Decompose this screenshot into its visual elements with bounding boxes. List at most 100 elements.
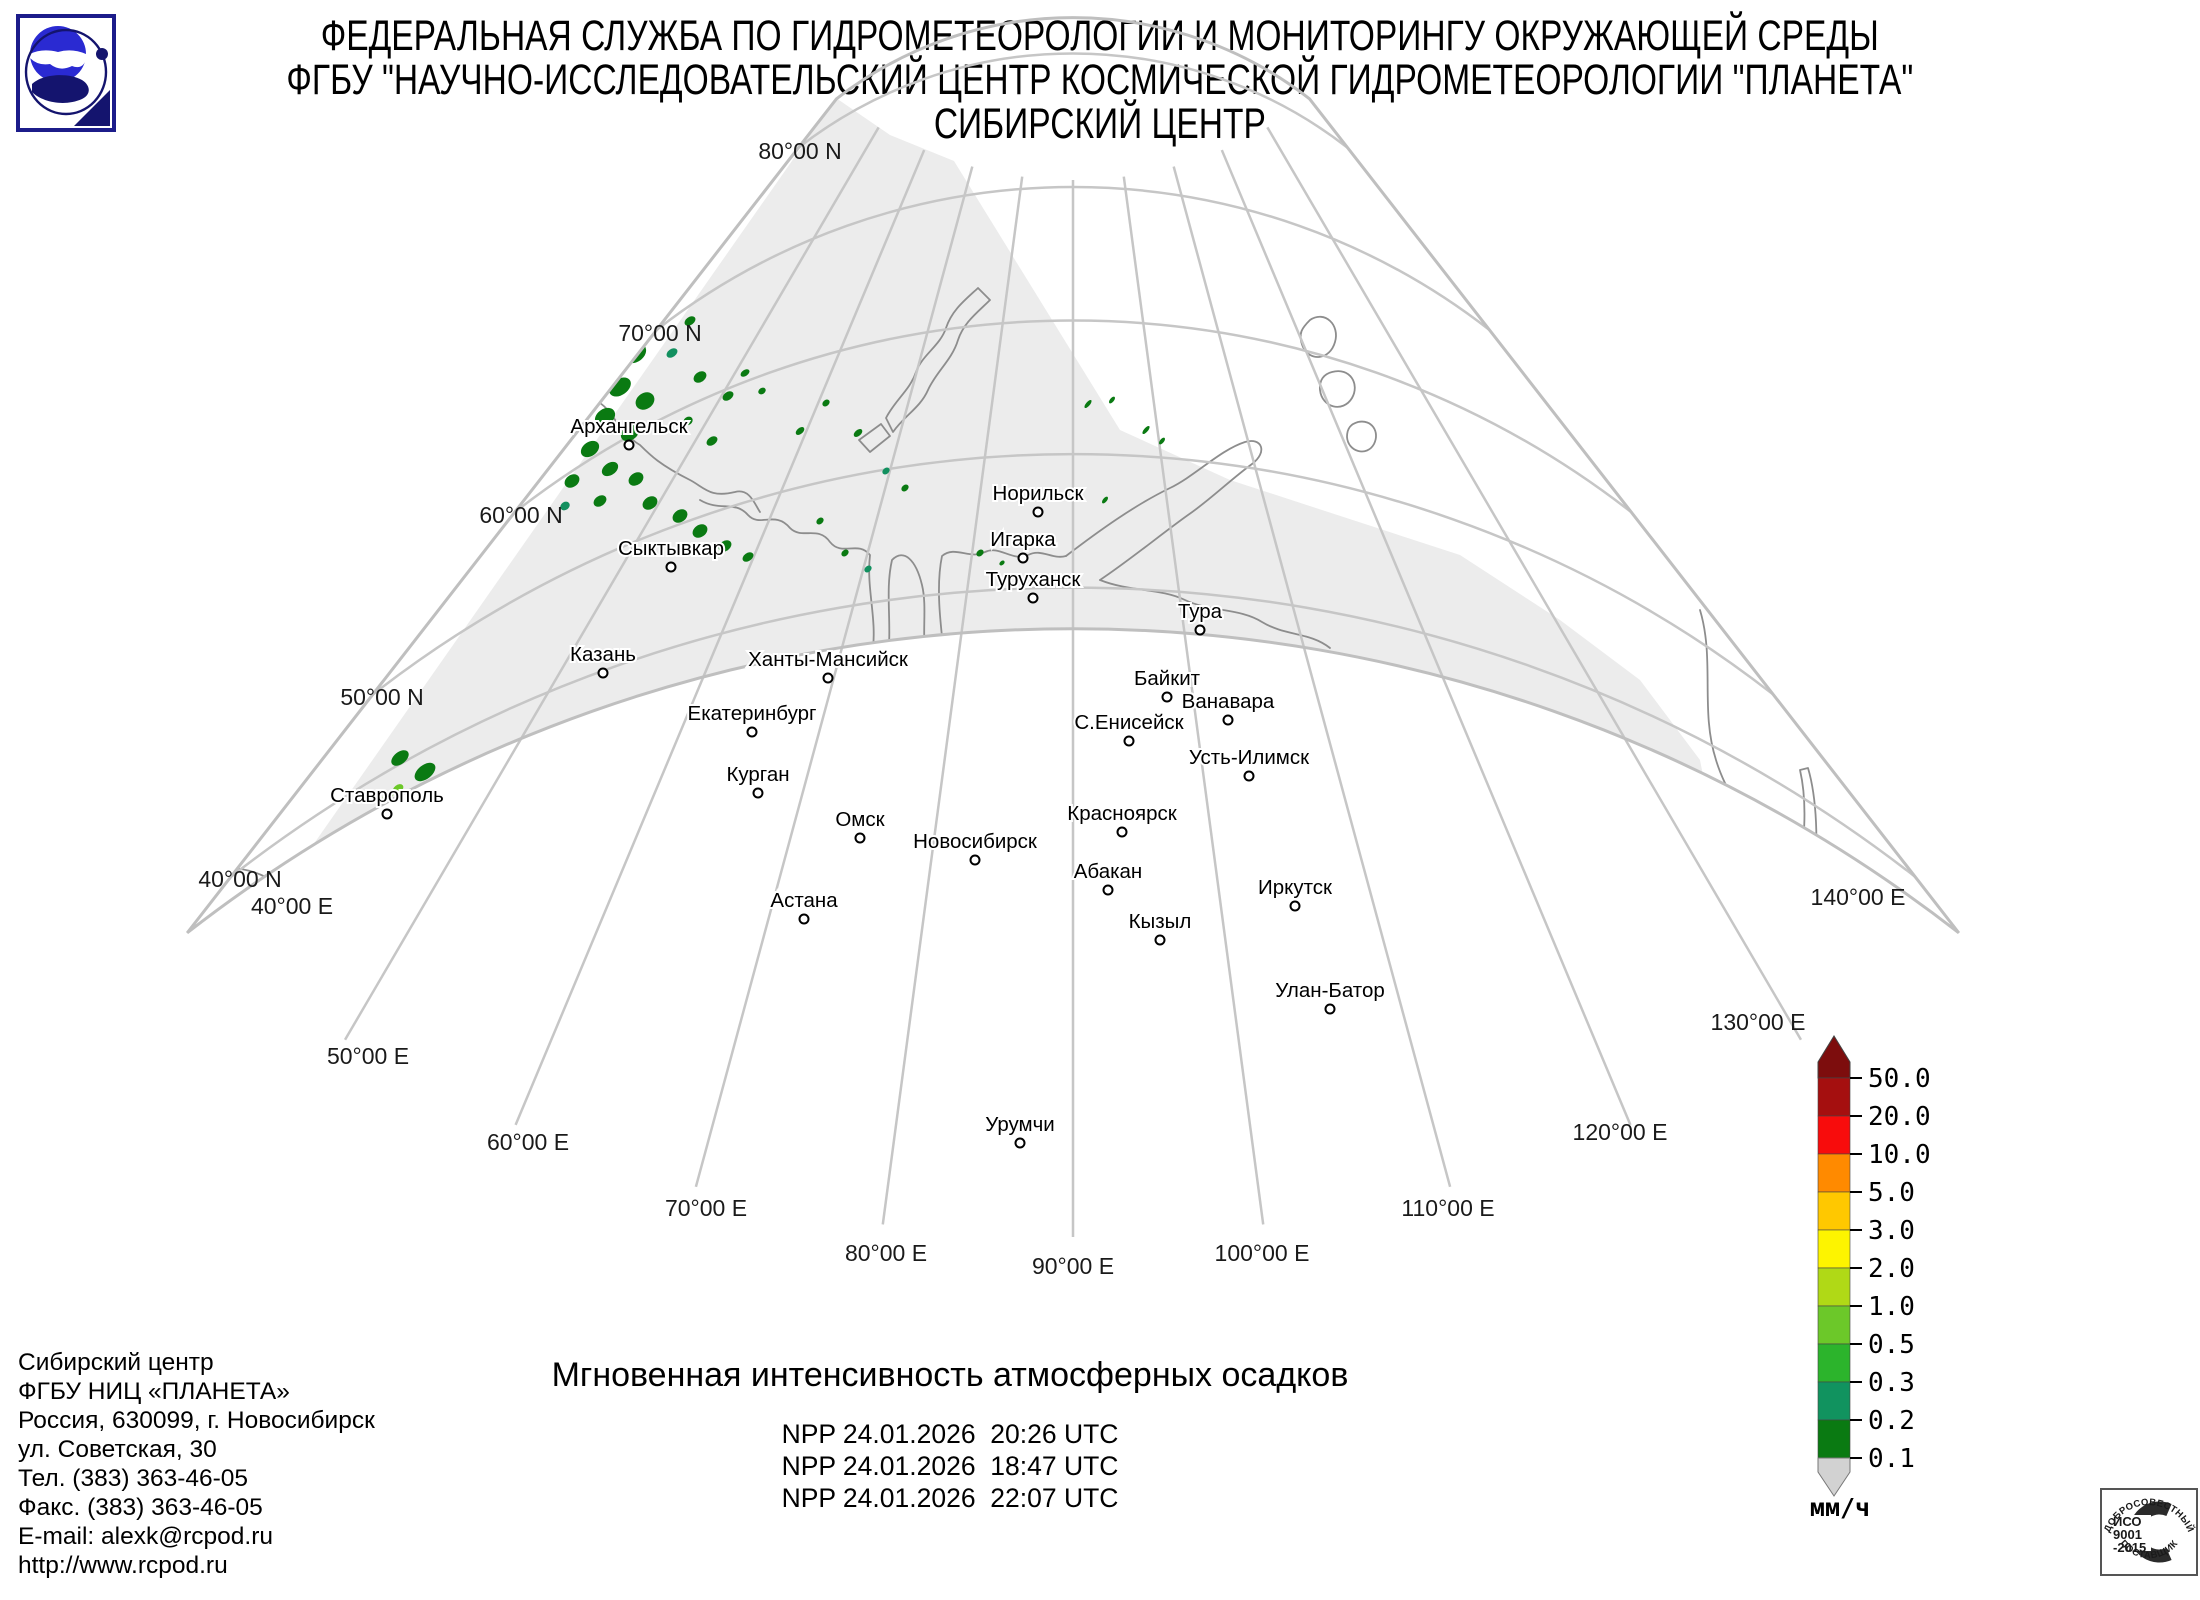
- precip-blob: [864, 565, 872, 573]
- graticule-label: 120°00 E: [1573, 1119, 1668, 1145]
- precip-blob: [718, 540, 732, 552]
- border-mongolia-south: [1152, 1082, 1602, 1220]
- city-dot: [1017, 552, 1029, 564]
- contact-line: ФГБУ НИЦ «ПЛАНЕТА»: [18, 1378, 290, 1405]
- city-dot: [752, 787, 764, 799]
- graticule-label: 90°00 E: [1032, 1253, 1114, 1279]
- precip-blob: [666, 348, 678, 358]
- precip-blob: [1159, 437, 1165, 445]
- graticule-label: 130°00 E: [1711, 1009, 1806, 1035]
- precip-blob: [1142, 425, 1150, 435]
- precip-blob: [702, 917, 714, 929]
- precip-blob: [454, 855, 470, 871]
- meridian-120E: [1220, 149, 1632, 1126]
- graticule-labels: 80°00 N 70°00 N 60°00 N 50°00 N 40°00 N40°00…: [198, 138, 1905, 1279]
- precip-blob: [620, 424, 640, 442]
- precip-blob: [999, 560, 1005, 566]
- graticule-label: 40°00 E: [251, 893, 333, 919]
- precip-blob: [628, 472, 644, 486]
- city-dot: [1116, 826, 1128, 838]
- precip-blob: [593, 495, 607, 507]
- precip-blob: [570, 390, 590, 408]
- legend-cell: [1817, 1191, 1851, 1231]
- city-label: Новосибирск: [913, 830, 1038, 853]
- graticule-label: 110°00 E: [1401, 1195, 1494, 1221]
- precip-blob: [554, 911, 566, 921]
- precip-blob: [417, 881, 425, 889]
- precip-blob: [568, 208, 584, 222]
- island-small: [858, 423, 891, 453]
- precip-blob: [512, 900, 520, 908]
- precip-blob: [487, 814, 503, 828]
- graticule-label: 50°00 E: [327, 1043, 409, 1069]
- precip-blob: [740, 369, 750, 377]
- precip-blob: [690, 1144, 704, 1158]
- city-label: Игарка: [990, 528, 1056, 551]
- aral-sea: [583, 1006, 621, 1059]
- precip-blob: [706, 436, 718, 446]
- city-dot: [1032, 506, 1044, 518]
- legend-tick-label: 5.0: [1868, 1178, 1915, 1208]
- legend-cell: [1817, 1229, 1851, 1269]
- precip-blob: [575, 307, 595, 325]
- city-label: Туруханск: [986, 568, 1082, 591]
- city-label: Ханты-Мансийск: [748, 648, 909, 671]
- legend-cell: [1817, 1115, 1851, 1155]
- city-label: Тура: [1178, 600, 1223, 623]
- precip-blob: [657, 296, 667, 304]
- precip-blob: [1084, 399, 1092, 409]
- timestamp-line: NPP 24.01.2026 22:07 UTC: [781, 1483, 1119, 1513]
- graticule-label: 60°00 N: [479, 502, 562, 528]
- city-label: Астана: [770, 889, 838, 912]
- precip-blob: [457, 798, 473, 814]
- legend-tick-label: 50.0: [1868, 1064, 1931, 1094]
- iso-center-line: 9001: [2113, 1527, 2142, 1542]
- precip-blob: [596, 197, 606, 205]
- precip-blob: [702, 1006, 722, 1018]
- city-dot: [969, 854, 981, 866]
- legend-tick-label: 1.0: [1868, 1292, 1915, 1322]
- city-dot: [1222, 714, 1234, 726]
- precip-blob: [687, 908, 697, 918]
- city-dot: [665, 561, 677, 573]
- iso-center-line: -2015: [2113, 1540, 2146, 1555]
- precip-blob: [1102, 496, 1108, 504]
- precip-blob: [816, 517, 824, 525]
- city-label: Абакан: [1074, 860, 1143, 883]
- graticule-label: 70°00 E: [665, 1195, 747, 1221]
- legend-tick-label: 0.1: [1868, 1444, 1915, 1474]
- precip-blob: [629, 270, 653, 292]
- city-label: Архангельск: [570, 415, 688, 438]
- precip-blob: [404, 816, 420, 830]
- legend-tick-label: 2.0: [1868, 1254, 1915, 1284]
- precip-blob: [607, 925, 617, 933]
- precip-blob: [496, 885, 504, 893]
- header-line-2: ФГБУ "НАУЧНО-ИССЛЕДОВАТЕЛЬСКИЙ ЦЕНТР КОС…: [286, 56, 1914, 104]
- precip-blob: [786, 1195, 805, 1207]
- precip-blob: [1109, 396, 1115, 404]
- city-dot: [597, 667, 609, 679]
- precip-blob: [594, 407, 616, 427]
- header-line-1: ФЕДЕРАЛЬНАЯ СЛУЖБА ПО ГИДРОМЕТЕОРОЛОГИИ …: [320, 12, 1880, 60]
- precip-blob: [684, 316, 696, 326]
- precip-blob: [479, 838, 497, 854]
- precip-blob: [683, 416, 693, 426]
- intensity-legend: 50.0 20.0 10.0 5.0 3.0 2.0 1.0 0.5 0.3 0.2 0.1 мм/ч: [1810, 1035, 1931, 1522]
- graticule-label: 80°00 N: [758, 138, 841, 164]
- graticule-label: 50°00 N: [340, 684, 423, 710]
- legend-cell: [1817, 1305, 1851, 1345]
- legend-tick-label: 0.5: [1868, 1330, 1915, 1360]
- fan-boundary: [186, 16, 1960, 935]
- meridian-100E: [1122, 176, 1265, 1225]
- legend-cell: [1817, 1381, 1851, 1421]
- city-dot: [1324, 1003, 1336, 1015]
- precip-blob: [500, 855, 516, 871]
- precip-blob: [533, 385, 547, 397]
- precip-blob: [566, 338, 584, 354]
- legend-cell: [1817, 1153, 1851, 1193]
- timestamp-line: NPP 24.01.2026 18:47 UTC: [781, 1451, 1119, 1481]
- city-dot: [746, 726, 758, 738]
- city-label: Ставрополь: [330, 784, 444, 807]
- precip-blob: [552, 983, 560, 991]
